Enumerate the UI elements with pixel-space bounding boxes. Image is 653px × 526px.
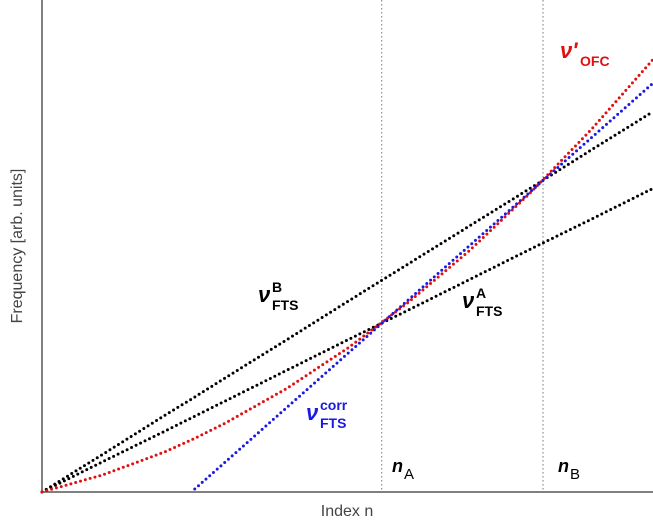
series-line [40,186,653,494]
series-line [193,81,653,491]
annotation-sub: FTS [272,297,298,313]
annotation-sup: B [272,279,282,295]
series-line [40,58,653,494]
marker-sub: A [404,466,414,483]
y-axis-label: Frequency [arb. units] [9,169,26,324]
annotation-symbol: ν [258,282,271,307]
series-line [40,110,653,494]
marker-sub: B [570,466,580,483]
x-axis-label: Index n [321,503,373,520]
marker-label: n [392,456,403,476]
annotation-sub: FTS [320,415,346,431]
annotation-symbol: ν [462,288,475,313]
annotation-sup: corr [320,397,348,413]
annotation-symbol: ν [306,400,319,425]
annotation-symbol: ν' [560,38,578,63]
annotation-sup: A [476,285,486,301]
annotation-sub: OFC [580,53,610,69]
marker-label: n [558,456,569,476]
annotation-sub: FTS [476,303,502,319]
